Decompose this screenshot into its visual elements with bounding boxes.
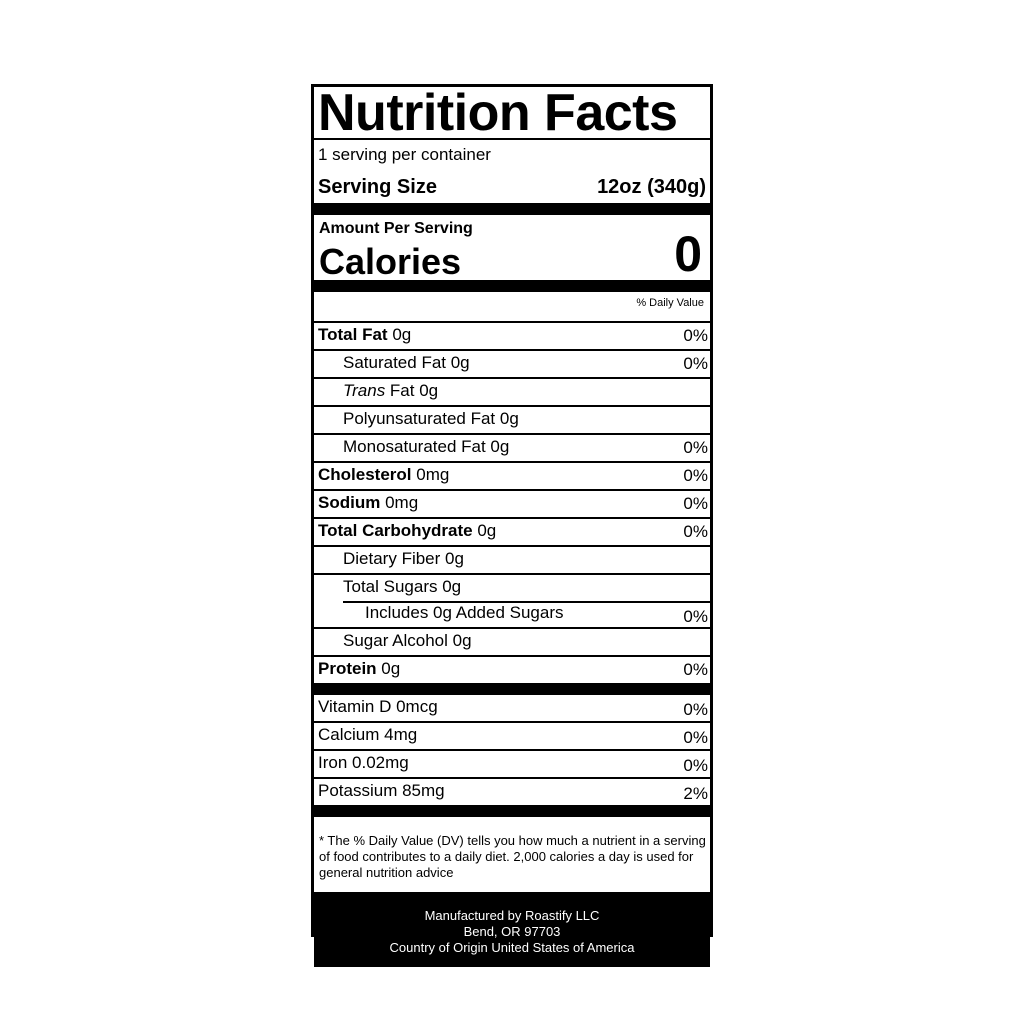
thick-divider	[314, 683, 710, 695]
nutrient-name: Dietary Fiber 0g	[343, 549, 464, 568]
nutrient-dv: 0%	[683, 522, 708, 541]
nutrient-dv: 0%	[683, 326, 708, 345]
nutrient-amount: 0mg	[385, 493, 419, 512]
vitamin-row-iron: Iron 0.02mg 0%	[314, 751, 710, 779]
nutrient-name: Polyunsaturated Fat 0g	[343, 409, 519, 428]
vitamin-name: Iron 0.02mg	[318, 753, 409, 772]
nutrient-dv: 0%	[683, 466, 708, 485]
calories-value: 0	[674, 226, 702, 282]
nutrient-row-total-carbohydrate: Total Carbohydrate 0g 0%	[314, 519, 710, 547]
nutrient-dv: 0%	[683, 607, 708, 626]
vitamin-name: Calcium 4mg	[318, 725, 418, 744]
vitamin-row-vitamin-d: Vitamin D 0mcg 0%	[314, 695, 710, 723]
nutrient-row-sugar-alcohol: Sugar Alcohol 0g	[314, 629, 710, 657]
country-of-origin: Country of Origin United States of Ameri…	[389, 940, 635, 955]
nutrient-row-saturated-fat: Saturated Fat 0g 0%	[314, 351, 710, 379]
nutrient-amount: 0mg	[416, 465, 450, 484]
nutrient-name: Monosaturated Fat 0g	[343, 437, 510, 456]
nutrient-name: Protein	[318, 659, 377, 678]
vitamin-dv: 0%	[683, 728, 708, 747]
nutrient-name: Saturated Fat 0g	[343, 353, 470, 372]
vitamin-dv: 0%	[683, 756, 708, 775]
nutrient-row-cholesterol: Cholesterol 0mg 0%	[314, 463, 710, 491]
nutrient-row-polyunsaturated-fat: Polyunsaturated Fat 0g	[314, 407, 710, 435]
nutrient-name: Sugar Alcohol 0g	[343, 631, 472, 650]
nutrient-dv: 0%	[683, 354, 708, 373]
servings-per-container: 1 serving per container	[318, 145, 491, 164]
nutrient-dv: 0%	[683, 494, 708, 513]
manufacturer-address: Bend, OR 97703	[463, 924, 561, 939]
nutrient-amount: 0g	[392, 325, 412, 344]
nutrient-name: Total Fat	[318, 325, 388, 344]
manufacturer-name: Manufactured by Roastify LLC	[424, 908, 600, 923]
calories-label: Calories	[319, 241, 462, 282]
daily-value-footnote: * The % Daily Value (DV) tells you how m…	[319, 833, 706, 880]
serving-section: 1 serving per container Serving Size 12o…	[314, 140, 710, 203]
thick-divider	[314, 203, 710, 215]
nutrition-facts-label: Nutrition Facts 1 serving per container …	[311, 84, 713, 967]
serving-size-label: Serving Size	[318, 176, 437, 198]
calories-section: Amount Per Serving Calories 0	[314, 215, 710, 282]
nutrient-amount: 0g	[381, 659, 401, 678]
amount-per-serving: Amount Per Serving	[319, 220, 473, 237]
nutrient-row-dietary-fiber: Dietary Fiber 0g	[314, 547, 710, 575]
nutrient-row-protein: Protein 0g 0%	[314, 657, 710, 683]
nutrient-name: Cholesterol	[318, 465, 412, 484]
nutrient-row-monosaturated-fat: Monosaturated Fat 0g 0%	[314, 435, 710, 463]
vitamin-name: Potassium 85mg	[318, 781, 445, 800]
nutrient-row-total-fat: Total Fat 0g 0%	[314, 323, 710, 351]
vitamin-name: Vitamin D 0mcg	[318, 697, 438, 716]
nutrient-name-italic: Trans	[343, 381, 386, 400]
nutrient-name: Total Carbohydrate	[318, 521, 473, 540]
nutrient-row-trans-fat: Trans Fat 0g	[314, 379, 710, 407]
vitamin-row-potassium: Potassium 85mg 2%	[314, 779, 710, 805]
nutrient-row-added-sugars: Includes 0g Added Sugars 0%	[314, 601, 710, 629]
nutrient-dv: 0%	[683, 438, 708, 457]
nutrient-row-sodium: Sodium 0mg 0%	[314, 491, 710, 519]
nutrient-name: Sodium	[318, 493, 381, 512]
thick-divider	[314, 805, 710, 817]
daily-value-header: % Daily Value	[314, 292, 710, 323]
nutrient-amount: 0g	[477, 521, 497, 540]
nutrient-name: Fat 0g	[385, 381, 439, 400]
vitamin-dv: 0%	[683, 700, 708, 719]
nutrient-name: Includes 0g Added Sugars	[365, 603, 564, 622]
nutrient-name: Total Sugars 0g	[343, 577, 462, 596]
nutrient-dv: 0%	[683, 660, 708, 679]
nutrient-row-total-sugars: Total Sugars 0g	[314, 575, 710, 603]
manufacturer-block: Manufactured by Roastify LLC Bend, OR 97…	[314, 892, 710, 967]
vitamin-dv: 2%	[683, 784, 708, 803]
vitamin-row-calcium: Calcium 4mg 0%	[314, 723, 710, 751]
serving-size-value: 12oz (340g)	[597, 176, 706, 198]
thick-divider	[314, 280, 710, 292]
sub-divider	[343, 601, 710, 603]
label-title: Nutrition Facts	[314, 87, 710, 140]
